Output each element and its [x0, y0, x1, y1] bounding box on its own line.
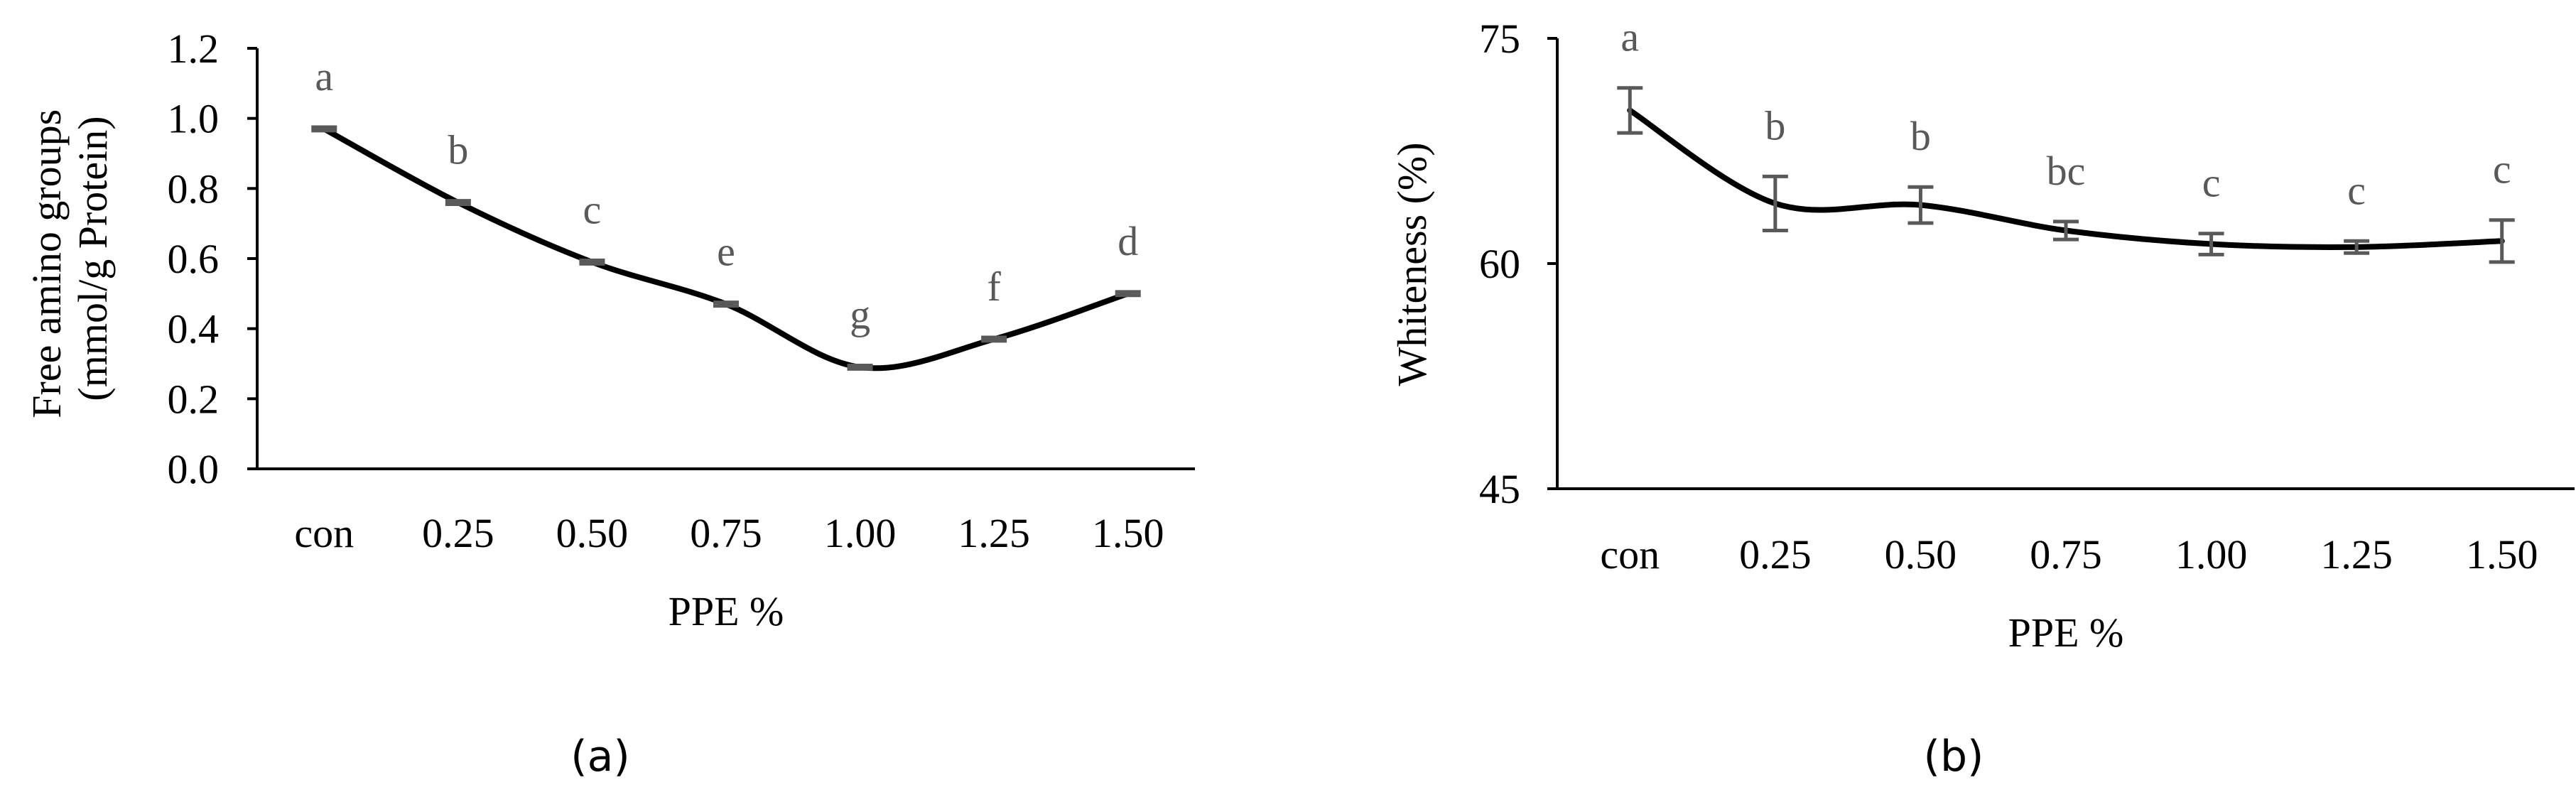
x-tick-labels: con 0.25 0.50 0.75 1.00 1.25 1.50 — [294, 510, 1164, 556]
x-axis-label: PPE % — [669, 588, 784, 634]
significance-letter: a — [315, 53, 333, 99]
x-tick-labels: con 0.25 0.50 0.75 1.00 1.25 1.50 — [1600, 531, 2538, 578]
significance-letter: e — [717, 229, 735, 275]
x-tick-label: 0.75 — [690, 510, 762, 556]
error-bars — [1617, 86, 2515, 264]
significance-letters: a b b bc c c c — [1620, 14, 2511, 214]
y-tick-label: 0.0 — [168, 446, 220, 492]
x-tick-label: 0.25 — [1739, 531, 1812, 578]
x-tick-label: 1.25 — [2320, 531, 2393, 578]
error-bar — [1115, 290, 1141, 298]
error-bar — [2053, 220, 2079, 242]
x-tick-label: 1.50 — [1092, 510, 1164, 556]
chart-panel-b: 45 60 75 con 0.25 0.50 0.75 1.00 1.25 1.50 a b b bc… — [1389, 14, 2575, 781]
y-axis-label-line-1: Whiteness (%) — [1389, 142, 1435, 386]
error-bar — [1617, 86, 1643, 135]
significance-letter: a — [1620, 14, 1639, 60]
y-axis-label-line-2: (mmol/g Protein) — [70, 116, 116, 401]
y-tick-label: 1.2 — [168, 26, 220, 72]
y-axis-label: Free amino groups (mmol/g Protein) — [23, 99, 116, 418]
error-bar — [981, 335, 1007, 343]
y-tick-label: 1.0 — [168, 96, 220, 142]
significance-letter: b — [448, 127, 468, 173]
error-bar — [2344, 239, 2370, 255]
significance-letter: d — [1117, 218, 1138, 264]
error-bars — [311, 125, 1141, 371]
x-tick-label: 0.50 — [1885, 531, 1957, 578]
y-tick-label: 75 — [1479, 16, 1520, 62]
significance-letter: c — [2347, 167, 2366, 213]
y-tick-labels: 0.0 0.2 0.4 0.6 0.8 1.0 1.2 — [168, 26, 257, 492]
y-axis-label-line-1: Free amino groups — [23, 109, 70, 418]
error-bar — [445, 199, 471, 207]
error-bar — [1762, 174, 1788, 233]
error-bar — [713, 300, 739, 308]
x-tick-label: 0.50 — [556, 510, 629, 556]
error-bar — [2489, 218, 2515, 264]
x-tick-label: 0.75 — [2030, 531, 2102, 578]
chart-panel-a: 0.0 0.2 0.4 0.6 0.8 1.0 1.2 con 0.25 0.50 0.75 1.0… — [23, 26, 1195, 781]
y-tick-label: 0.6 — [168, 236, 220, 282]
x-axis-label: PPE % — [2008, 609, 2124, 656]
significance-letter: b — [1765, 102, 1785, 148]
x-tick-label: 1.00 — [2175, 531, 2248, 578]
error-bar — [2198, 232, 2224, 256]
y-tick-label: 45 — [1479, 466, 1520, 512]
x-tick-label: 1.50 — [2466, 531, 2538, 578]
significance-letter: g — [850, 291, 870, 337]
significance-letter: c — [583, 186, 602, 232]
y-tick-label: 0.8 — [168, 166, 220, 212]
y-tick-label: 60 — [1479, 241, 1520, 287]
y-tick-label: 0.2 — [168, 376, 220, 422]
panel-caption: (b) — [1924, 732, 1984, 781]
x-tick-label: 1.00 — [824, 510, 897, 556]
significance-letter: c — [2493, 146, 2511, 193]
significance-letter: bc — [2047, 148, 2086, 194]
error-bar — [311, 125, 337, 133]
x-tick-label: 0.25 — [422, 510, 494, 556]
significance-letter: b — [1910, 113, 1931, 159]
significance-letter: f — [987, 264, 1001, 310]
x-tick-label: 1.25 — [958, 510, 1030, 556]
significance-letters: a b c e g f d — [315, 53, 1138, 337]
significance-letter: c — [2202, 160, 2221, 206]
error-bar — [847, 363, 873, 371]
panel-caption: (a) — [570, 732, 630, 781]
error-bar — [579, 258, 605, 266]
y-tick-labels: 45 60 75 — [1479, 16, 1557, 512]
x-tick-label: con — [1600, 531, 1660, 578]
error-bar — [1907, 185, 1934, 225]
y-axis-label: Whiteness (%) — [1389, 142, 1435, 386]
x-tick-label: con — [294, 510, 354, 556]
y-tick-label: 0.4 — [168, 306, 220, 352]
